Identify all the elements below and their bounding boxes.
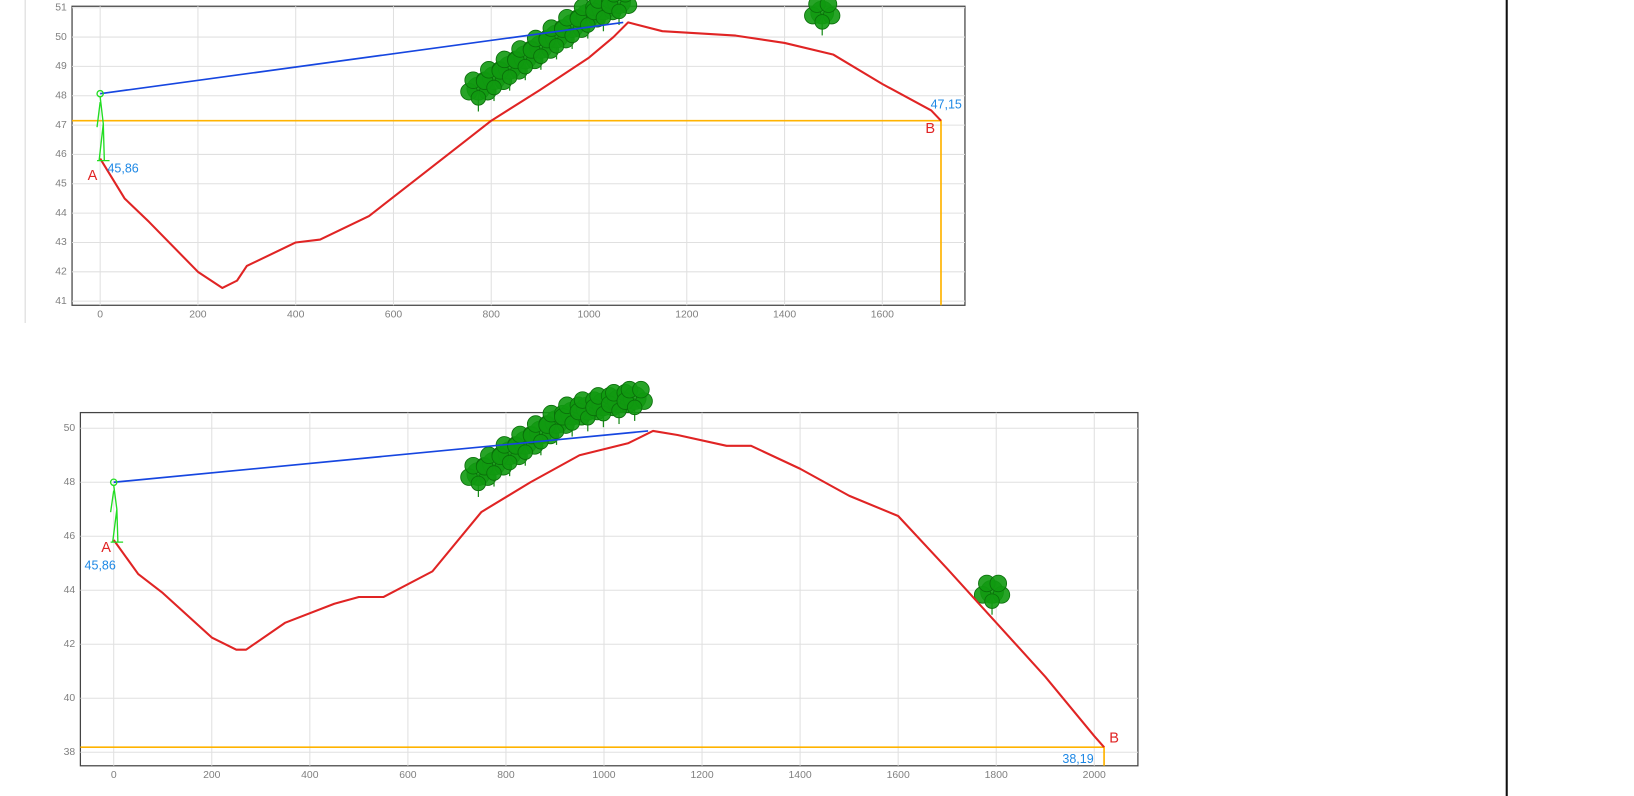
x-tick-label: 2000 [1083, 770, 1106, 781]
x-tick-label: 1800 [985, 770, 1008, 781]
point-b-label: B [1109, 731, 1119, 747]
x-tick-label: 600 [399, 770, 417, 781]
page: 0200400600800100012001400160041424344454… [0, 0, 1634, 796]
x-tick-label: 1600 [871, 309, 894, 320]
x-tick-label: 600 [385, 309, 403, 320]
y-tick-label: 49 [55, 61, 67, 72]
y-tick-label: 44 [55, 208, 67, 219]
tree-crown [487, 80, 502, 95]
tree-crown [518, 59, 533, 74]
y-tick-label: 46 [64, 531, 76, 542]
profile-view: 0200400600800100012001400160041424344454… [0, 0, 1634, 796]
tree-crown [534, 49, 549, 64]
tree-crown [502, 70, 517, 85]
tree-crown [990, 575, 1007, 592]
x-tick-label: 1400 [773, 309, 796, 320]
tree-crown [985, 594, 1000, 609]
point-b-value-label: 38,19 [1062, 752, 1093, 766]
x-tick-label: 400 [287, 309, 305, 320]
x-tick-label: 800 [483, 309, 501, 320]
tree-crown [518, 445, 533, 460]
x-tick-label: 1200 [690, 770, 713, 781]
y-tick-label: 45 [55, 179, 67, 190]
y-tick-label: 50 [55, 32, 67, 43]
x-tick-label: 400 [301, 770, 319, 781]
x-tick-label: 0 [111, 770, 117, 781]
x-tick-label: 800 [497, 770, 515, 781]
tree-crown [627, 400, 642, 415]
tree-crown [471, 91, 486, 106]
x-tick-label: 200 [203, 770, 221, 781]
point-a-label: A [101, 540, 111, 556]
y-tick-label: 47 [55, 120, 67, 131]
y-tick-label: 50 [64, 423, 76, 434]
y-tick-label: 48 [64, 477, 76, 488]
x-tick-label: 1600 [887, 770, 910, 781]
point-a-value-label: 45,86 [85, 558, 116, 572]
y-tick-label: 42 [64, 639, 76, 650]
tree-crown [549, 424, 564, 439]
x-tick-label: 200 [189, 309, 207, 320]
tree-crown [502, 455, 517, 470]
y-tick-label: 48 [55, 91, 67, 102]
x-tick-label: 1400 [789, 770, 812, 781]
point-b-label: B [925, 121, 935, 137]
y-tick-label: 42 [55, 267, 67, 278]
y-tick-label: 41 [55, 296, 67, 307]
x-tick-label: 1000 [592, 770, 615, 781]
x-tick-label: 1000 [577, 309, 600, 320]
y-tick-label: 44 [64, 585, 76, 596]
y-tick-label: 43 [55, 237, 67, 248]
x-tick-label: 1200 [675, 309, 698, 320]
tree-crown [471, 476, 486, 491]
tree-crown [815, 15, 830, 30]
y-tick-label: 38 [64, 747, 76, 758]
point-a-value-label: 45,86 [107, 161, 138, 175]
point-b-value-label: 47,15 [931, 97, 962, 111]
tree-crown [487, 466, 502, 481]
tree-crown [612, 4, 627, 19]
tree-crown [549, 39, 564, 54]
tree-crown [820, 0, 837, 13]
point-a-label: A [88, 168, 98, 184]
y-tick-label: 46 [55, 149, 67, 160]
y-tick-label: 51 [55, 2, 67, 13]
x-tick-label: 0 [97, 309, 103, 320]
y-tick-label: 40 [64, 693, 76, 704]
tree-crown [633, 381, 650, 398]
